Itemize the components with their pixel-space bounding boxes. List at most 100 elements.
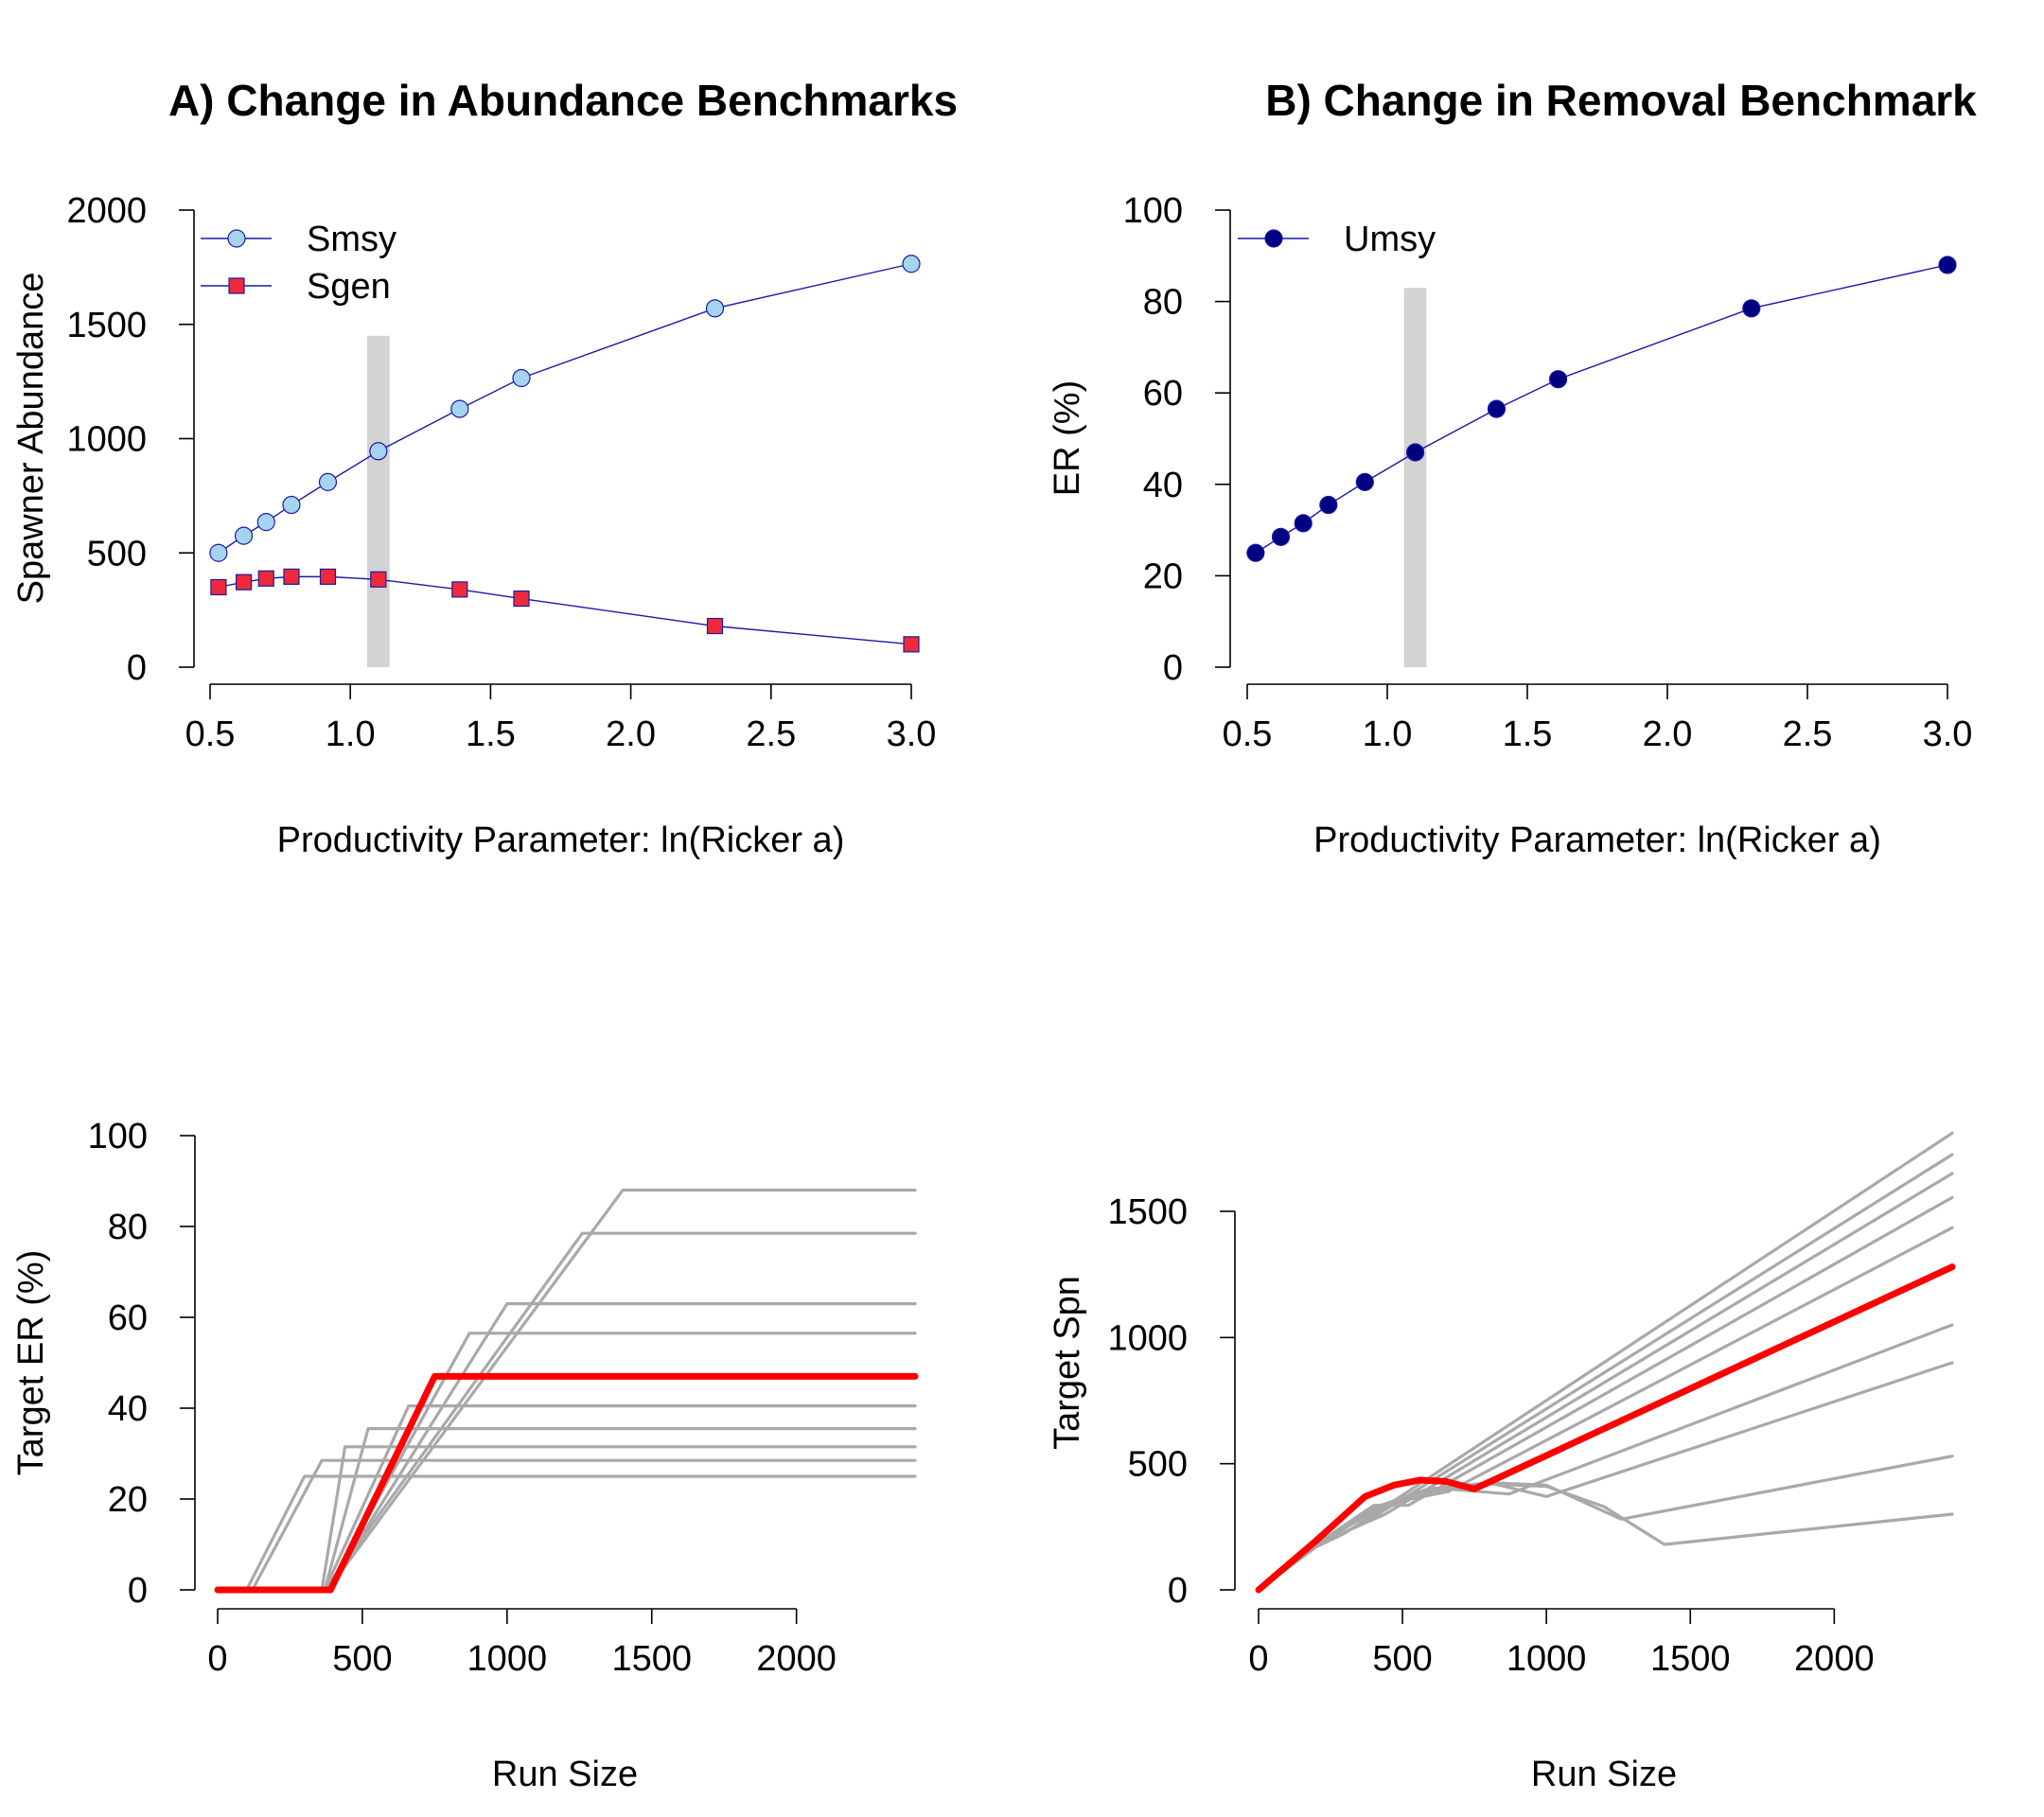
y-tick-label: 0 bbox=[1168, 1571, 1188, 1611]
data-point-sgen bbox=[903, 636, 920, 653]
x-axis-label: Productivity Parameter: ln(Ricker a) bbox=[277, 820, 845, 860]
data-point-sgen bbox=[513, 590, 530, 608]
data-point-umsy bbox=[1271, 527, 1291, 546]
data-point-umsy bbox=[1487, 399, 1507, 418]
panel-d: Run Size Target Spn 0 500 1000 1500 2000 0 500 10… bbox=[1048, 1131, 1956, 1794]
data-point-smsy bbox=[902, 255, 921, 273]
x-tick-label: 1000 bbox=[467, 1639, 548, 1679]
panel-c: Run Size Target ER (%) 0 500 1000 1500 2000 0 20… bbox=[11, 1117, 919, 1794]
data-point-smsy bbox=[234, 526, 254, 545]
data-point-umsy bbox=[1405, 443, 1425, 462]
y-tick-label: 1500 bbox=[1107, 1192, 1188, 1232]
x-tick-label: 2000 bbox=[756, 1639, 837, 1679]
y-tick-label: 60 bbox=[108, 1298, 148, 1338]
x-tick-label: 0 bbox=[1248, 1639, 1268, 1679]
x-tick-label: 1000 bbox=[1507, 1639, 1587, 1679]
hcr-line bbox=[216, 1426, 917, 1592]
legend-label-smsy: Smsy bbox=[307, 220, 396, 259]
x-tick-label: 3.0 bbox=[1923, 714, 1973, 754]
series-line-umsy bbox=[1255, 264, 1948, 554]
legend-label-umsy: Umsy bbox=[1344, 220, 1436, 259]
hcr-line bbox=[216, 1474, 917, 1592]
series-line-smsy bbox=[218, 263, 912, 554]
hcr-line bbox=[216, 1445, 917, 1592]
data-point-smsy bbox=[450, 399, 469, 418]
data-point-umsy bbox=[1938, 256, 1957, 274]
x-axis-label: Productivity Parameter: ln(Ricker a) bbox=[1313, 820, 1881, 860]
y-tick-label: 2000 bbox=[66, 191, 147, 231]
x-tick-label: 2.0 bbox=[1643, 714, 1693, 754]
x-tick-label: 500 bbox=[332, 1639, 392, 1679]
y-tick-label: 20 bbox=[108, 1480, 148, 1520]
data-point-umsy bbox=[1294, 514, 1313, 533]
y-tick-label: 100 bbox=[88, 1117, 148, 1156]
x-tick-label: 2.0 bbox=[606, 714, 656, 754]
y-tick-label: 40 bbox=[108, 1389, 148, 1429]
legend-label-sgen: Sgen bbox=[307, 267, 391, 307]
x-tick-label: 1500 bbox=[611, 1639, 692, 1679]
y-tick-label: 500 bbox=[87, 534, 147, 573]
data-point-sgen bbox=[319, 568, 337, 585]
x-tick-label: 2.5 bbox=[746, 714, 796, 754]
x-axis-label: Run Size bbox=[492, 1755, 638, 1794]
hcr-line-highlight bbox=[1255, 1263, 1956, 1594]
y-tick-label: 1500 bbox=[66, 306, 147, 345]
x-axis-label: Run Size bbox=[1531, 1755, 1677, 1794]
y-axis-label: Spawner Abundance bbox=[11, 273, 51, 605]
x-tick-label: 500 bbox=[1372, 1639, 1432, 1679]
data-point-umsy bbox=[1742, 299, 1761, 318]
data-point-sgen bbox=[451, 581, 468, 598]
data-point-smsy bbox=[369, 442, 388, 461]
y-tick-label: 0 bbox=[1163, 648, 1183, 688]
hcr-line bbox=[1257, 1323, 1954, 1592]
x-tick-label: 0 bbox=[207, 1639, 227, 1679]
data-point-sgen bbox=[706, 617, 724, 635]
chart-title: B) Change in Removal Benchmark bbox=[1265, 76, 1977, 125]
x-tick-label: 0.5 bbox=[185, 714, 236, 754]
y-tick-label: 0 bbox=[128, 1571, 148, 1611]
y-tick-label: 60 bbox=[1143, 374, 1183, 414]
y-axis-label: Target Spn bbox=[1048, 1276, 1087, 1450]
data-point-umsy bbox=[1355, 472, 1374, 491]
hcr-line bbox=[1257, 1195, 1954, 1592]
x-tick-label: 1.5 bbox=[466, 714, 516, 754]
hcr-line bbox=[1257, 1172, 1954, 1592]
legend-marker-smsy bbox=[227, 229, 246, 248]
data-point-umsy bbox=[1319, 495, 1338, 515]
data-point-sgen bbox=[210, 578, 227, 596]
legend-marker-umsy bbox=[1264, 229, 1283, 248]
data-point-smsy bbox=[318, 472, 338, 491]
x-tick-label: 1.0 bbox=[326, 714, 376, 754]
reference-band bbox=[366, 335, 390, 667]
x-tick-label: 1500 bbox=[1650, 1639, 1731, 1679]
data-point-sgen bbox=[257, 570, 274, 587]
data-point-smsy bbox=[512, 368, 531, 388]
hcr-line bbox=[216, 1458, 917, 1592]
reference-band bbox=[1403, 288, 1427, 667]
hcr-line bbox=[1257, 1226, 1954, 1592]
y-axis-label: Target ER (%) bbox=[11, 1250, 51, 1476]
y-tick-label: 80 bbox=[108, 1208, 148, 1247]
data-point-smsy bbox=[209, 543, 228, 562]
x-tick-label: 0.5 bbox=[1223, 714, 1273, 754]
x-tick-label: 2000 bbox=[1794, 1639, 1875, 1679]
chart-title: A) Change in Abundance Benchmarks bbox=[168, 76, 958, 125]
hcr-line bbox=[216, 1403, 917, 1592]
y-tick-label: 0 bbox=[127, 648, 147, 688]
data-point-smsy bbox=[282, 495, 301, 515]
data-point-umsy bbox=[1246, 543, 1265, 562]
data-point-sgen bbox=[283, 568, 300, 585]
y-tick-label: 80 bbox=[1143, 283, 1183, 323]
y-tick-label: 1000 bbox=[1107, 1318, 1188, 1358]
y-tick-label: 20 bbox=[1143, 556, 1183, 596]
panel-a: A) Change in Abundance Benchmarks Product… bbox=[11, 76, 958, 860]
hcr-line bbox=[216, 1188, 917, 1592]
y-tick-label: 500 bbox=[1128, 1445, 1188, 1485]
x-tick-label: 1.5 bbox=[1503, 714, 1553, 754]
x-tick-label: 1.0 bbox=[1363, 714, 1413, 754]
data-point-smsy bbox=[705, 299, 725, 318]
x-tick-label: 2.5 bbox=[1783, 714, 1833, 754]
legend-marker-sgen bbox=[228, 277, 245, 294]
x-tick-label: 3.0 bbox=[887, 714, 937, 754]
